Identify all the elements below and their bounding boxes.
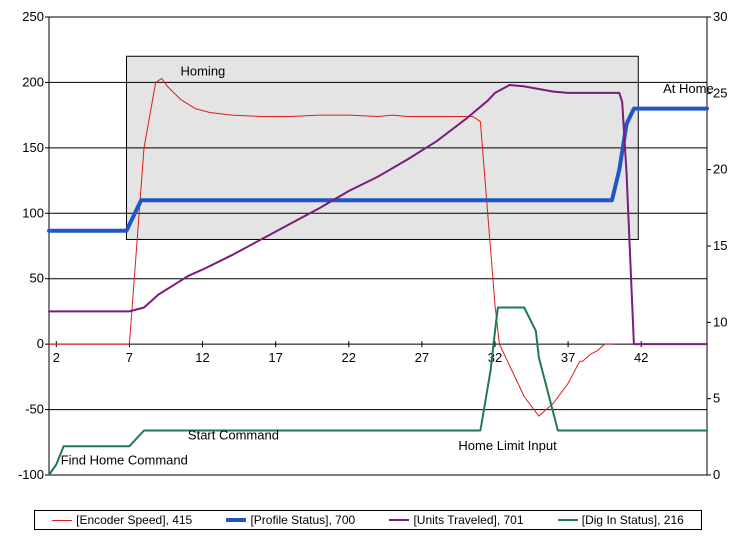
x-tick-label: 37 xyxy=(561,350,575,365)
y-right-tick-label: 30 xyxy=(713,9,727,24)
annotation-0: At Home xyxy=(663,81,714,96)
y-right-tick-label: 25 xyxy=(713,85,727,100)
chart-svg: Homing250200150100500-50-100302520151050… xyxy=(18,9,728,482)
x-tick-label: 12 xyxy=(195,350,209,365)
series-line-2 xyxy=(48,84,708,346)
x-tick-label: 22 xyxy=(342,350,356,365)
legend-label: [Dig In Status], 216 xyxy=(581,513,684,527)
y-left-tick-label: 0 xyxy=(37,336,44,351)
y-left-tick-label: 100 xyxy=(22,205,44,220)
x-tick-label: 17 xyxy=(268,350,282,365)
legend-swatch xyxy=(557,519,578,521)
annotation-2: Find Home Command xyxy=(61,453,188,468)
legend-item: [Dig In Status], 216 xyxy=(557,513,684,527)
legend-item: [Encoder Speed], 415 xyxy=(52,513,192,527)
y-right-tick-label: 5 xyxy=(713,391,720,406)
annotation-1: Start Command xyxy=(188,428,279,443)
y-right-tick-label: 0 xyxy=(713,467,720,482)
annotation-3: Home Limit Input xyxy=(458,438,557,453)
x-tick-label: 32 xyxy=(488,350,502,365)
y-right-tick-label: 15 xyxy=(713,238,727,253)
y-right-tick-label: 10 xyxy=(713,314,727,329)
legend-swatch xyxy=(52,519,73,521)
y-left-tick-label: 50 xyxy=(30,271,44,286)
y-left-tick-label: -100 xyxy=(18,467,44,482)
legend-swatch xyxy=(226,518,247,522)
legend-label: [Units Traveled], 701 xyxy=(413,513,524,527)
legend: [Encoder Speed], 415 [Profile Status], 70… xyxy=(34,510,702,530)
x-tick-label: 7 xyxy=(126,350,133,365)
y-right-tick-label: 20 xyxy=(713,162,727,177)
legend-label: [Encoder Speed], 415 xyxy=(76,513,193,527)
legend-item: [Units Traveled], 701 xyxy=(389,513,524,527)
x-tick-label: 2 xyxy=(53,350,60,365)
series-line-1 xyxy=(47,106,709,233)
legend-label: [Profile Status], 700 xyxy=(250,513,356,527)
y-left-tick-label: 150 xyxy=(22,140,44,155)
legend-item: [Profile Status], 700 xyxy=(226,513,355,527)
series-line-0 xyxy=(48,78,613,417)
x-tick-label: 27 xyxy=(415,350,429,365)
y-left-tick-label: 200 xyxy=(22,74,44,89)
legend-swatch xyxy=(389,519,410,521)
y-left-tick-label: 250 xyxy=(22,9,44,24)
y-left-tick-label: -50 xyxy=(25,402,44,417)
x-tick-label: 42 xyxy=(634,350,648,365)
series-line-3 xyxy=(48,306,708,476)
homing-label: Homing xyxy=(180,63,225,78)
